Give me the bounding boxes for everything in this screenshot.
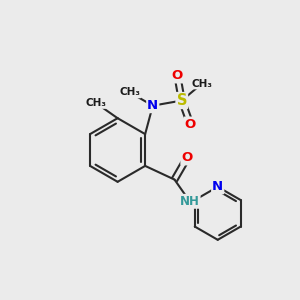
Text: S: S [176,93,187,108]
Text: CH₃: CH₃ [119,87,140,98]
Text: O: O [185,118,196,130]
Text: N: N [212,180,223,193]
Text: CH₃: CH₃ [85,98,106,108]
Text: O: O [172,69,183,82]
Text: N: N [147,99,158,112]
Text: CH₃: CH₃ [192,79,213,88]
Text: NH: NH [180,195,200,208]
Text: O: O [182,152,193,164]
